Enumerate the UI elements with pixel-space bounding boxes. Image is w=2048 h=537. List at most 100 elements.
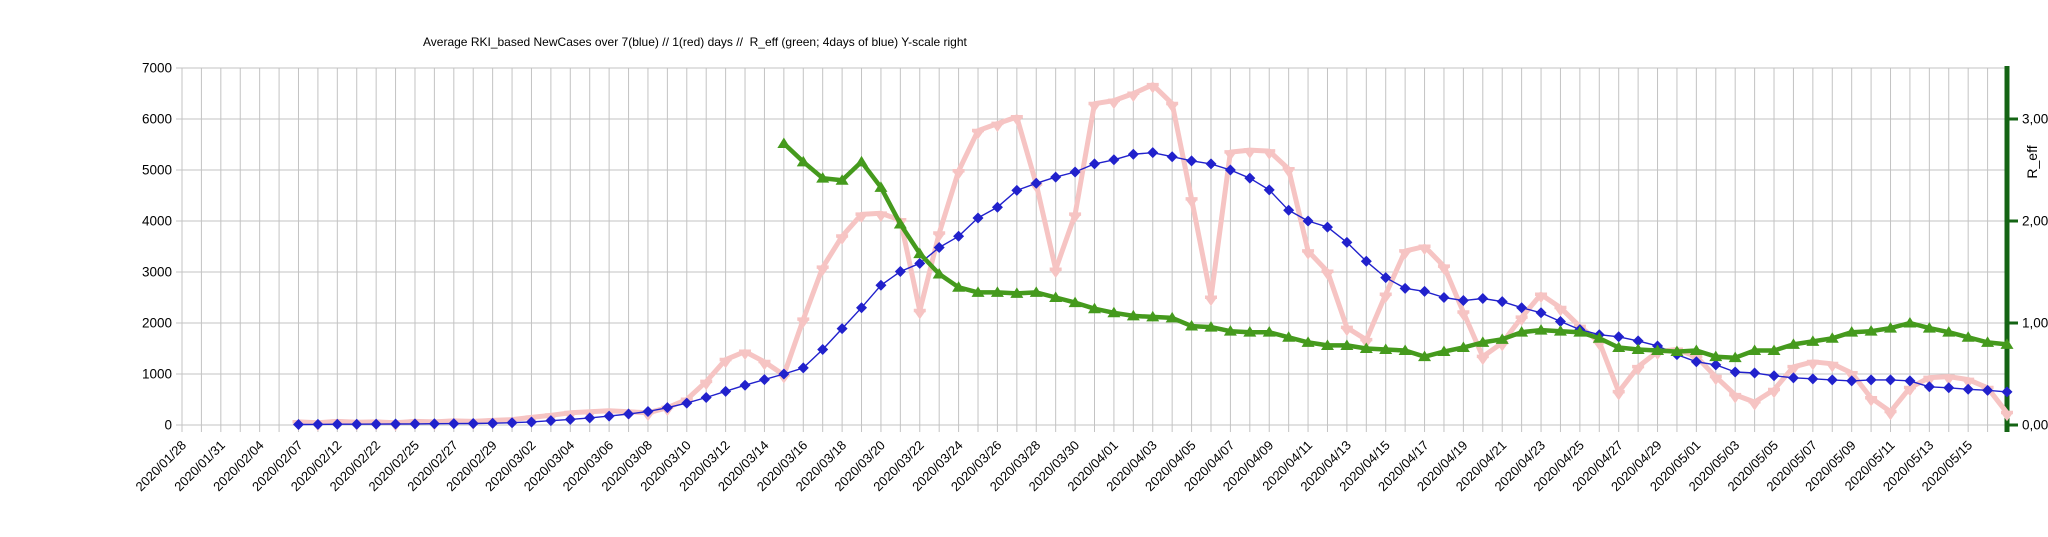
down-arrow-marker — [1340, 325, 1353, 337]
triangle-up-marker — [1767, 344, 1781, 356]
diamond-marker — [1535, 307, 1547, 319]
triangle-up-marker — [1301, 336, 1315, 347]
diamond-marker — [1826, 374, 1838, 386]
diamond-marker — [525, 416, 537, 428]
triangle-up-marker — [1786, 338, 1800, 349]
diamond-marker — [1011, 184, 1023, 196]
diamond-marker — [972, 212, 984, 224]
diamond-marker — [1632, 335, 1644, 347]
diamond-marker — [1885, 374, 1897, 386]
triangle-up-marker — [1088, 302, 1101, 314]
diamond-marker — [623, 408, 635, 420]
diamond-marker — [1205, 158, 1217, 170]
diamond-marker — [1457, 295, 1469, 307]
diamond-marker — [953, 230, 965, 242]
down-arrow-marker — [1923, 375, 1936, 387]
triangle-up-marker — [1825, 332, 1839, 343]
triangle-up-marker — [1456, 341, 1470, 352]
diamond-marker — [1321, 221, 1333, 233]
down-arrow-marker — [991, 121, 1004, 133]
down-arrow-marker — [1865, 395, 1878, 407]
diamond-marker — [1904, 375, 1916, 387]
triangle-up-marker — [1651, 344, 1665, 356]
triangle-up-marker — [1476, 336, 1490, 347]
triangle-up-marker — [1107, 306, 1121, 318]
diamond-marker — [1341, 236, 1353, 248]
diamond-marker — [1050, 171, 1062, 183]
diamond-marker — [1069, 166, 1081, 178]
down-arrow-marker — [1632, 364, 1645, 376]
diamond-marker — [564, 413, 576, 425]
down-arrow-marker — [1806, 359, 1819, 371]
down-arrow-marker — [758, 359, 771, 371]
triangle-up-marker — [1922, 322, 1936, 333]
diamond-marker — [1516, 302, 1528, 314]
down-arrow-marker — [972, 128, 985, 140]
diamond-marker — [1554, 315, 1566, 327]
triangle-up-marker — [932, 268, 946, 279]
diamond-marker — [1496, 296, 1508, 308]
down-arrow-marker — [933, 231, 946, 242]
triangle-up-marker — [1728, 351, 1742, 363]
down-arrow-marker — [1884, 409, 1897, 421]
down-arrow-marker — [1302, 249, 1315, 260]
y-left-tick-label: 2000 — [142, 316, 172, 331]
diamond-marker — [1283, 204, 1295, 216]
diamond-marker — [758, 374, 770, 386]
diamond-marker — [1943, 382, 1955, 394]
down-arrow-marker — [1399, 249, 1412, 260]
y-right-tick-label: 3,00 — [2022, 112, 2048, 127]
down-arrow-marker — [1146, 82, 1159, 94]
triangle-up-marker — [1884, 322, 1898, 333]
series-markers — [292, 147, 2013, 430]
diamond-marker — [894, 265, 906, 277]
triangle-up-marker — [777, 137, 791, 148]
diamond-marker — [584, 412, 596, 424]
diamond-marker — [1923, 381, 1935, 393]
down-arrow-marker — [1049, 267, 1062, 278]
triangle-up-marker — [1049, 291, 1063, 302]
down-arrow-marker — [1826, 361, 1839, 373]
diamond-marker — [875, 279, 887, 291]
chart-title: Average RKI_based NewCases over 7(blue) … — [423, 35, 967, 49]
down-arrow-marker — [1903, 385, 1916, 397]
y-left-tick-label: 6000 — [142, 112, 172, 127]
diamond-marker — [2001, 386, 2013, 398]
triangle-up-marker — [1748, 344, 1762, 356]
y-axis-right: 0,00 1,00 2,00 3,00 R_eff — [2004, 66, 2048, 433]
diamond-marker — [487, 417, 499, 429]
down-arrow-marker — [1224, 150, 1237, 161]
down-arrow-marker — [1204, 295, 1217, 306]
triangle-up-marker — [1670, 345, 1684, 357]
down-arrow-marker — [739, 349, 752, 361]
triangle-up-marker — [2000, 338, 2014, 349]
triangle-up-marker — [1806, 335, 1820, 346]
diamond-marker — [409, 418, 421, 430]
triangle-up-marker — [1340, 339, 1354, 350]
diamond-marker — [506, 417, 518, 429]
triangle-up-marker — [1262, 326, 1276, 337]
down-arrow-marker — [1476, 354, 1489, 366]
triangle-up-marker — [1068, 296, 1082, 308]
diamond-marker — [1690, 356, 1702, 368]
down-arrow-marker — [1185, 197, 1198, 208]
diamond-marker — [1710, 359, 1722, 371]
diamond-marker — [1807, 373, 1819, 385]
down-arrow-marker — [1418, 244, 1431, 255]
series-reff — [777, 137, 2014, 363]
down-arrow-marker — [797, 317, 810, 328]
diamond-marker — [1613, 331, 1625, 343]
down-arrow-marker — [913, 308, 926, 320]
diamond-marker — [292, 418, 304, 430]
triangle-up-marker — [1864, 325, 1878, 336]
diamond-marker — [856, 302, 868, 314]
triangle-up-marker — [971, 286, 985, 297]
diamond-marker — [428, 418, 440, 430]
down-arrow-marker — [1748, 400, 1761, 411]
down-arrow-marker — [816, 265, 829, 276]
diamond-marker — [836, 323, 848, 335]
down-arrow-marker — [1962, 377, 1975, 389]
down-arrow-marker — [855, 212, 868, 223]
